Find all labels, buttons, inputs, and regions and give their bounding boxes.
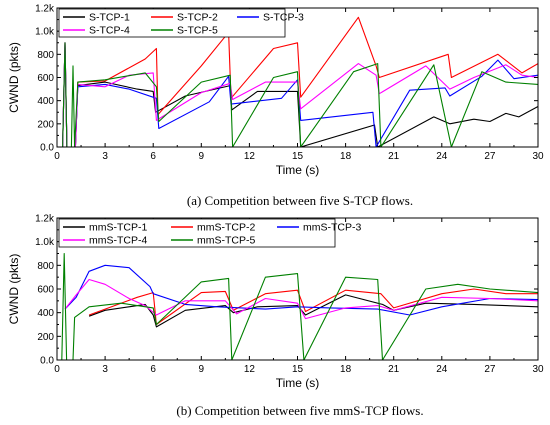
y-tick-label: 800 [37, 50, 54, 61]
legend-label-2: S-TCP-2 [177, 12, 218, 24]
y-axis-label: CWND (pkts) [7, 42, 21, 113]
legend-label-2: mmS-TCP-2 [197, 222, 255, 234]
caption-a: (a) Competition between five S-TCP flows… [187, 193, 413, 208]
y-tick-label: 600 [37, 285, 54, 296]
x-tick-label: 12 [244, 364, 256, 375]
x-tick-label: 9 [199, 151, 205, 162]
y-tick-label: 1.2k [35, 214, 55, 225]
y-tick-label: 800 [37, 261, 54, 272]
x-tick-label: 21 [388, 364, 400, 375]
x-axis-label: Time (s) [276, 163, 320, 177]
y-tick-label: 1.2k [35, 4, 55, 15]
legend: S-TCP-1 S-TCP-2 S-TCP-3 S-TCP-4 S-TCP-5 [58, 8, 304, 38]
series-line-1 [57, 42, 538, 147]
legend-label-4: mmS-TCP-4 [89, 235, 147, 247]
series-line-2 [57, 16, 538, 147]
x-tick-label: 0 [54, 151, 60, 162]
y-tick-label: 200 [37, 332, 54, 343]
y-tick-label: 400 [37, 96, 54, 107]
legend-label-5: mmS-TCP-5 [197, 235, 255, 247]
legend-box [58, 8, 286, 38]
x-tick-label: 15 [292, 364, 304, 375]
legend-label-3: S-TCP-3 [263, 12, 304, 24]
legend: mmS-TCP-1 mmS-TCP-2 mmS-TCP-3 mmS-TCP-4 mmS-… [58, 218, 361, 248]
legend-label-1: S-TCP-1 [89, 12, 130, 24]
y-tick-label: 1.0k [35, 237, 55, 248]
legend-box [58, 218, 336, 248]
series-line-4 [57, 42, 538, 147]
x-tick-label: 18 [340, 151, 352, 162]
y-tick-label: 0.0 [40, 356, 54, 367]
x-tick-label: 30 [532, 151, 544, 162]
x-tick-label: 6 [150, 151, 156, 162]
x-tick-label: 24 [436, 151, 448, 162]
y-axis-label: CWND (pkts) [7, 254, 21, 325]
series-line-5 [57, 252, 538, 360]
y-tick-label: 600 [37, 73, 54, 84]
legend-label-3: mmS-TCP-3 [303, 222, 361, 234]
legend-label-5: S-TCP-5 [177, 25, 218, 37]
series-line-5 [57, 42, 538, 147]
y-tick-label: 200 [37, 119, 54, 130]
y-tick-label: 1.0k [35, 27, 55, 38]
chart-b: 0 3 6 9 12 15 18 21 24 27 30 0.0 200 400 600 800 1.0k 1.2… [7, 214, 544, 391]
y-tick-label: 400 [37, 308, 54, 319]
x-tick-label: 12 [244, 151, 256, 162]
x-axis-label: Time (s) [276, 376, 320, 390]
legend-label-1: mmS-TCP-1 [89, 222, 147, 234]
caption-b: (b) Competition between five mmS-TCP flo… [176, 403, 423, 418]
x-tick-label: 21 [388, 151, 400, 162]
x-tick-label: 6 [150, 364, 156, 375]
chart-a: 0 3 6 9 12 15 18 21 24 27 30 0.0 200 400 600 800 1.0k 1.2… [7, 4, 544, 178]
series-line-2 [88, 288, 538, 326]
x-tick-label: 27 [484, 364, 496, 375]
series-group [57, 252, 538, 360]
x-tick-label: 0 [54, 364, 60, 375]
legend-label-4: S-TCP-4 [89, 25, 130, 37]
x-tick-label: 24 [436, 364, 448, 375]
x-tick-label: 27 [484, 151, 496, 162]
x-tick-label: 15 [292, 151, 304, 162]
x-tick-label: 9 [199, 364, 205, 375]
y-tick-label: 0.0 [40, 143, 54, 154]
x-tick-label: 18 [340, 364, 352, 375]
x-tick-label: 3 [102, 364, 108, 375]
x-tick-label: 3 [102, 151, 108, 162]
series-group [57, 16, 538, 147]
series-line-4 [64, 278, 538, 320]
x-tick-label: 30 [532, 364, 544, 375]
